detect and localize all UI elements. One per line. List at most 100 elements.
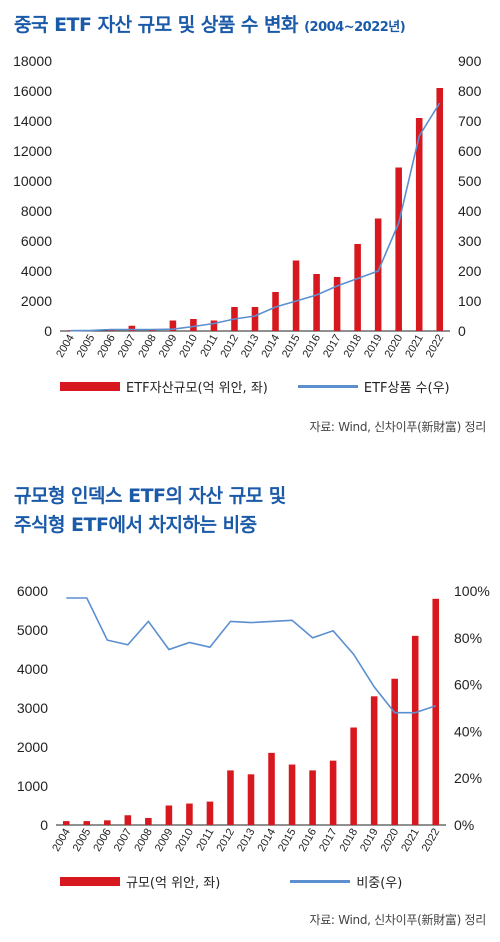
c1-bar — [292, 260, 300, 331]
c1-x-tick-label: 2005 — [75, 333, 98, 360]
c2-bar — [206, 801, 214, 825]
c2-yleft-tick-label: 6000 — [17, 583, 48, 599]
c2-bar — [329, 760, 337, 825]
legend-line-swatch — [290, 880, 351, 883]
c1-bar — [210, 320, 218, 331]
c2-bar — [145, 817, 152, 825]
c1-x-tick-label: 2009 — [157, 333, 180, 360]
legend-bar-swatch — [60, 382, 120, 391]
c1-yleft-tick-label: 6000 — [21, 233, 52, 249]
c2-x-tick-label: 2021 — [399, 827, 422, 854]
c2-yright-tick-label: 20% — [454, 770, 482, 786]
c1-series-line — [70, 102, 441, 332]
c1-x-tick-label: 2019 — [362, 333, 385, 360]
c2-x-tick-label: 2005 — [71, 827, 94, 854]
c2-series-line — [66, 597, 436, 714]
chart2-source: 자료: Wind, 신차이푸(新財富) 정리 — [309, 913, 486, 927]
legend-bar-label: ETF자산규모(억 위안, 좌) — [126, 381, 268, 396]
c1-yright-tick-label: 600 — [458, 143, 482, 159]
c2-bar — [268, 752, 275, 825]
c2-bar — [391, 678, 398, 825]
c1-bar — [354, 244, 361, 331]
c1-x-tick-label: 2015 — [280, 333, 303, 360]
c2-bar — [370, 696, 378, 825]
chart2-legend-line: 비중(우) — [290, 872, 402, 891]
chart1-title-text: 중국 ETF 자산 규모 및 상품 수 변화 — [14, 14, 298, 36]
legend-bar-label: 규모(억 위안, 좌) — [126, 876, 221, 891]
c2-bar — [411, 635, 419, 825]
c1-yright-tick-label: 900 — [458, 53, 482, 69]
c1-bar — [272, 292, 279, 331]
c2-bar — [309, 770, 316, 825]
c2-x-tick-label: 2012 — [214, 827, 237, 854]
c2-bar — [124, 815, 132, 825]
chart1-plot: 0200040006000800010000120001400016000180… — [13, 53, 482, 360]
c1-yleft-tick-label: 18000 — [13, 53, 52, 69]
c1-x-tick-label: 2018 — [342, 333, 365, 360]
c1-bar — [415, 118, 423, 331]
c1-x-tick-label: 2013 — [239, 333, 262, 360]
c1-x-tick-label: 2008 — [136, 333, 159, 360]
c1-x-tick-label: 2021 — [403, 333, 426, 360]
c2-x-tick-label: 2018 — [338, 827, 361, 854]
c1-yleft-tick-label: 16000 — [13, 83, 52, 99]
c2-x-tick-label: 2009 — [153, 827, 176, 854]
c2-yleft-tick-label: 4000 — [17, 661, 48, 677]
c2-bar — [186, 803, 193, 825]
c1-yleft-tick-label: 2000 — [21, 293, 52, 309]
c2-bar — [83, 821, 91, 825]
c2-x-tick-label: 2020 — [379, 827, 402, 854]
chart1-legend-line: ETF상품 수(우) — [297, 377, 450, 396]
c1-x-tick-label: 2004 — [54, 333, 77, 360]
c1-yleft-tick-label: 0 — [44, 323, 52, 339]
c2-yright-tick-label: 0% — [454, 817, 474, 833]
c2-bar — [165, 805, 173, 825]
c1-x-tick-label: 2006 — [95, 333, 118, 360]
c1-bar — [169, 320, 177, 331]
c2-yright-tick-label: 100% — [454, 583, 490, 599]
c1-x-tick-label: 2012 — [218, 333, 241, 360]
c2-x-tick-label: 2011 — [194, 827, 216, 853]
c2-yright-tick-label: 80% — [454, 630, 482, 646]
chart2-title: 규모형 인덱스 ETF의 자산 규모 및 주식형 ETF에서 차지하는 비중 — [14, 482, 286, 540]
c2-bar — [288, 764, 296, 825]
c1-x-tick-label: 2010 — [177, 333, 200, 360]
c1-bar — [313, 274, 320, 331]
c1-bar — [395, 167, 402, 331]
c1-yleft-tick-label: 14000 — [13, 113, 52, 129]
c2-x-tick-label: 2010 — [173, 827, 196, 854]
c1-bar — [128, 325, 136, 331]
chart1-legend-bar: ETF자산규모(억 위안, 좌) — [60, 377, 268, 396]
c2-x-tick-label: 2004 — [50, 827, 73, 854]
c1-x-tick-label: 2007 — [116, 333, 139, 360]
c2-x-tick-label: 2015 — [276, 827, 299, 854]
c2-x-tick-label: 2014 — [255, 827, 278, 854]
c2-x-tick-label: 2017 — [317, 827, 340, 854]
chart2-title-line1: 규모형 인덱스 ETF의 자산 규모 및 — [14, 485, 286, 507]
c1-yleft-tick-label: 10000 — [13, 173, 52, 189]
c2-bar — [432, 598, 440, 825]
chart1-title: 중국 ETF 자산 규모 및 상품 수 변화 (2004~2022년) — [14, 10, 406, 37]
c1-yleft-tick-label: 12000 — [13, 143, 52, 159]
c1-yright-tick-label: 500 — [458, 173, 482, 189]
chart1-source: 자료: Wind, 신차이푸(新財富) 정리 — [309, 420, 486, 434]
c2-x-tick-label: 2016 — [297, 827, 320, 854]
c1-x-tick-label: 2011 — [198, 333, 220, 359]
c2-x-tick-label: 2007 — [112, 827, 135, 854]
c1-bar — [251, 307, 259, 331]
c1-yright-tick-label: 100 — [458, 293, 482, 309]
c1-x-tick-label: 2020 — [383, 333, 406, 360]
c1-bar — [66, 330, 74, 331]
c2-yleft-tick-label: 0 — [40, 817, 48, 833]
c2-yleft-tick-label: 5000 — [17, 622, 48, 638]
c2-yleft-tick-label: 2000 — [17, 739, 48, 755]
legend-bar-swatch — [60, 877, 120, 886]
c1-yright-tick-label: 300 — [458, 233, 482, 249]
c2-x-tick-label: 2013 — [235, 827, 258, 854]
c2-yleft-tick-label: 1000 — [17, 778, 48, 794]
c1-x-tick-label: 2017 — [321, 333, 344, 360]
chart1-legend: ETF자산규모(억 위안, 좌) ETF상품 수(우) — [60, 377, 450, 396]
legend-line-label: ETF상품 수(우) — [363, 381, 450, 396]
c1-x-tick-label: 2014 — [259, 333, 282, 360]
c2-x-tick-label: 2006 — [91, 827, 114, 854]
